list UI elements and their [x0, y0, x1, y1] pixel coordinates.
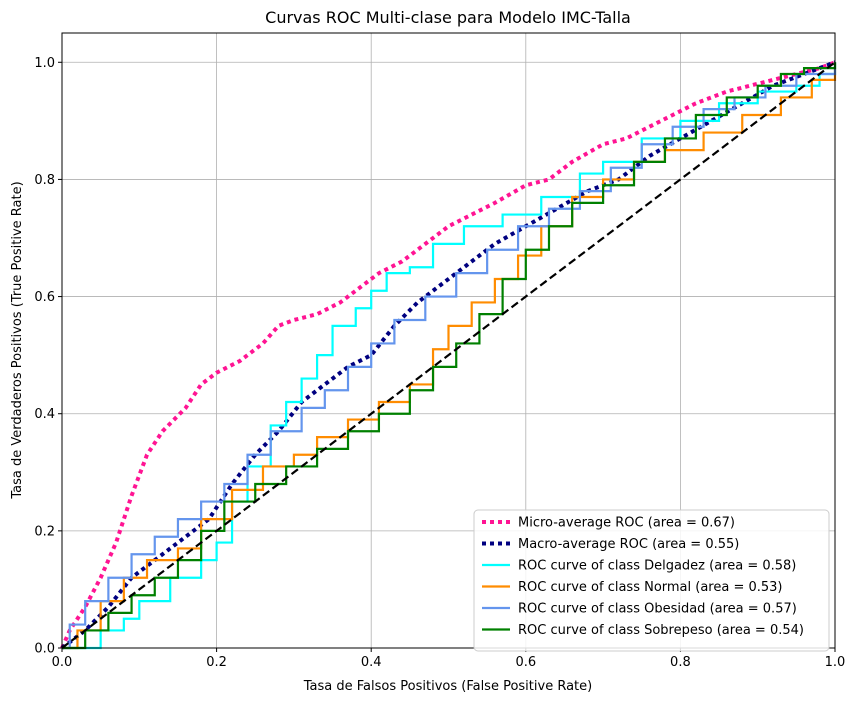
x-tick-label: 0.8	[670, 655, 691, 670]
series-layer	[60, 60, 837, 650]
y-tick-label: 1.0	[34, 56, 55, 71]
legend-label: ROC curve of class Sobrepeso (area = 0.5…	[518, 623, 804, 638]
x-tick-label: 0.4	[361, 655, 382, 670]
y-tick-label: 0.6	[34, 290, 55, 305]
series-line-4	[62, 62, 837, 650]
chance-line-layer	[61, 61, 836, 649]
y-tick-label: 0.0	[34, 642, 55, 657]
legend-box	[473, 509, 830, 652]
axis-ticks: 0.0 0.2 0.4 0.6 0.8 1.0 0.0 0.2 0.4 0.6 0.8 1.0	[34, 56, 845, 670]
legend: Micro-average ROC (area = 0.67) Macro-ave…	[473, 509, 830, 652]
chart-title: Curvas ROC Multi-clase para Modelo IMC-T…	[265, 8, 631, 27]
x-tick-label: 0.2	[206, 655, 227, 670]
y-tick-label: 0.8	[34, 173, 55, 188]
x-tick-label: 0.0	[52, 655, 73, 670]
legend-label: Micro-average ROC (area = 0.67)	[518, 516, 735, 531]
chance-diagonal-line	[61, 61, 836, 649]
y-tick-label: 0.4	[34, 407, 55, 422]
legend-label: ROC curve of class Obesidad (area = 0.57…	[518, 602, 797, 617]
x-axis-label: Tasa de Falsos Positivos (False Positive…	[303, 679, 592, 694]
series-line-0	[60, 60, 836, 649]
series-line-5	[62, 62, 837, 650]
series-line-1	[60, 60, 836, 650]
y-axis-label: Tasa de Verdaderos Positivos (True Posit…	[10, 181, 25, 499]
x-tick-label: 1.0	[825, 655, 846, 670]
legend-label: Macro-average ROC (area = 0.55)	[518, 537, 739, 552]
plot-frame	[61, 32, 836, 649]
legend-label: ROC curve of class Normal (area = 0.53)	[518, 580, 783, 595]
legend-label: ROC curve of class Delgadez (area = 0.58…	[518, 559, 796, 574]
x-tick-label: 0.6	[515, 655, 536, 670]
y-tick-label: 0.2	[34, 524, 55, 539]
series-line-3	[62, 62, 837, 650]
